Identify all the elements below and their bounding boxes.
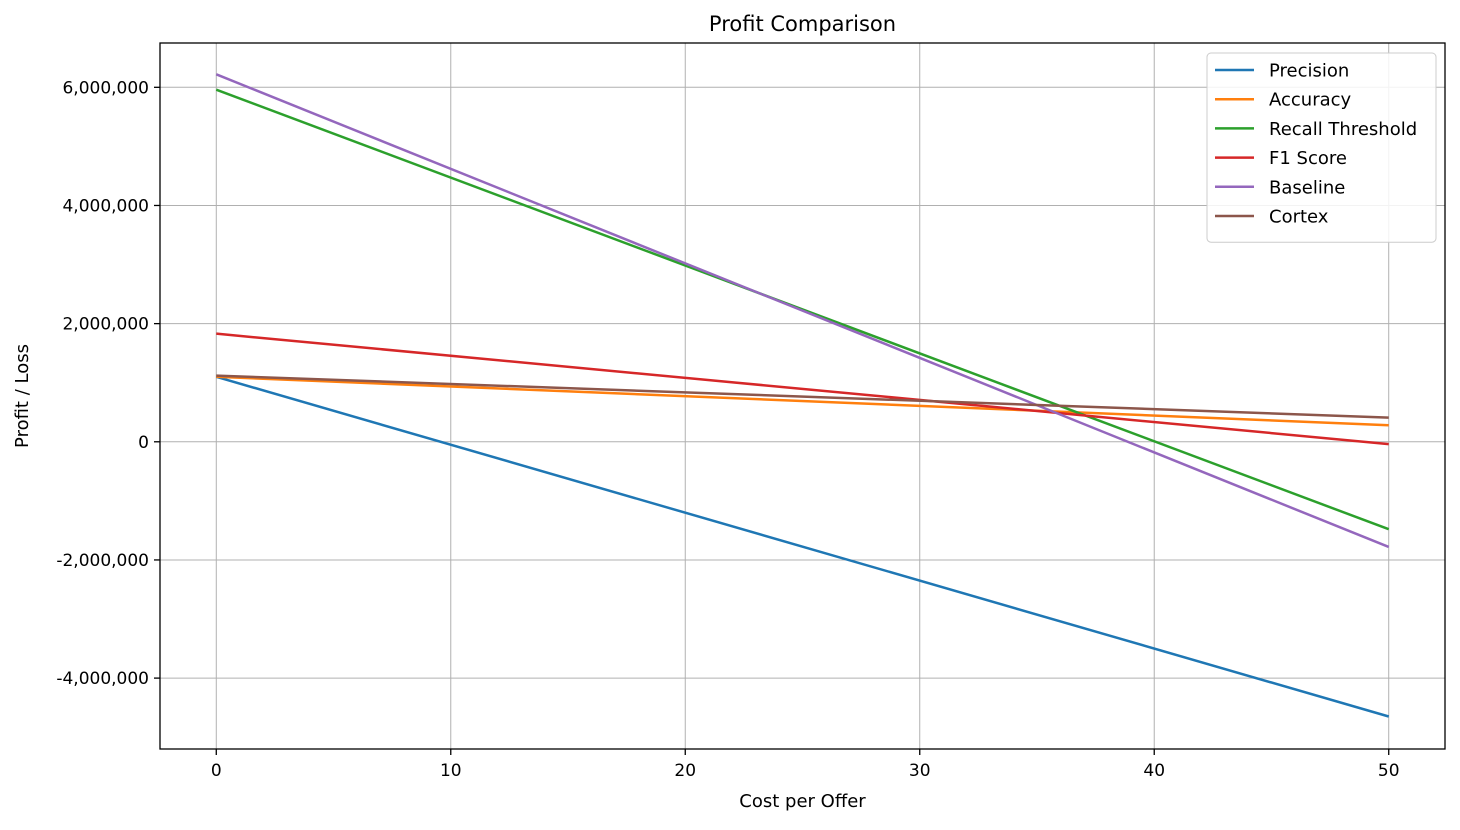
legend-box	[1206, 52, 1437, 243]
series-line-0	[215, 375, 1390, 718]
x-tick-label: 0	[211, 761, 222, 781]
y-tick-label: -4,000,000	[56, 669, 149, 689]
ticks: 0 10 20 30 40 50 -4,000,000 -2,000,000 0 2,000,00…	[56, 78, 1399, 781]
y-tick-label: 2,000,000	[62, 315, 149, 335]
series-line-5	[216, 374, 1389, 419]
y-tick-label: -2,000,000	[56, 551, 149, 571]
y-tick-label: 0	[138, 433, 149, 453]
legend-label: Baseline	[1269, 177, 1345, 198]
legend-label: Accuracy	[1269, 90, 1352, 111]
series-line-3	[216, 332, 1389, 446]
series-line-4	[215, 73, 1390, 549]
legend-label: Recall Threshold	[1269, 119, 1417, 140]
legend-label: Precision	[1269, 61, 1349, 82]
x-tick-label: 40	[1143, 761, 1165, 781]
x-tick-label: 50	[1378, 761, 1400, 781]
x-tick-label: 10	[440, 761, 462, 781]
legend-label: Cortex	[1269, 207, 1329, 228]
x-tick-label: 20	[674, 761, 696, 781]
legend: Precision Accuracy Recall Threshold F1 Scor…	[1206, 52, 1437, 243]
legend-label: F1 Score	[1269, 148, 1347, 169]
series-line-1	[216, 375, 1389, 427]
x-axis-label: Cost per Offer	[739, 791, 866, 812]
series-lines	[215, 73, 1390, 718]
x-tick-label: 30	[909, 761, 931, 781]
y-tick-label: 6,000,000	[62, 78, 149, 98]
chart-title: Profit Comparison	[709, 12, 896, 36]
plot-frame	[159, 42, 1446, 750]
y-tick-label: 4,000,000	[62, 196, 149, 216]
y-axis-label: Profit / Loss	[12, 344, 33, 448]
